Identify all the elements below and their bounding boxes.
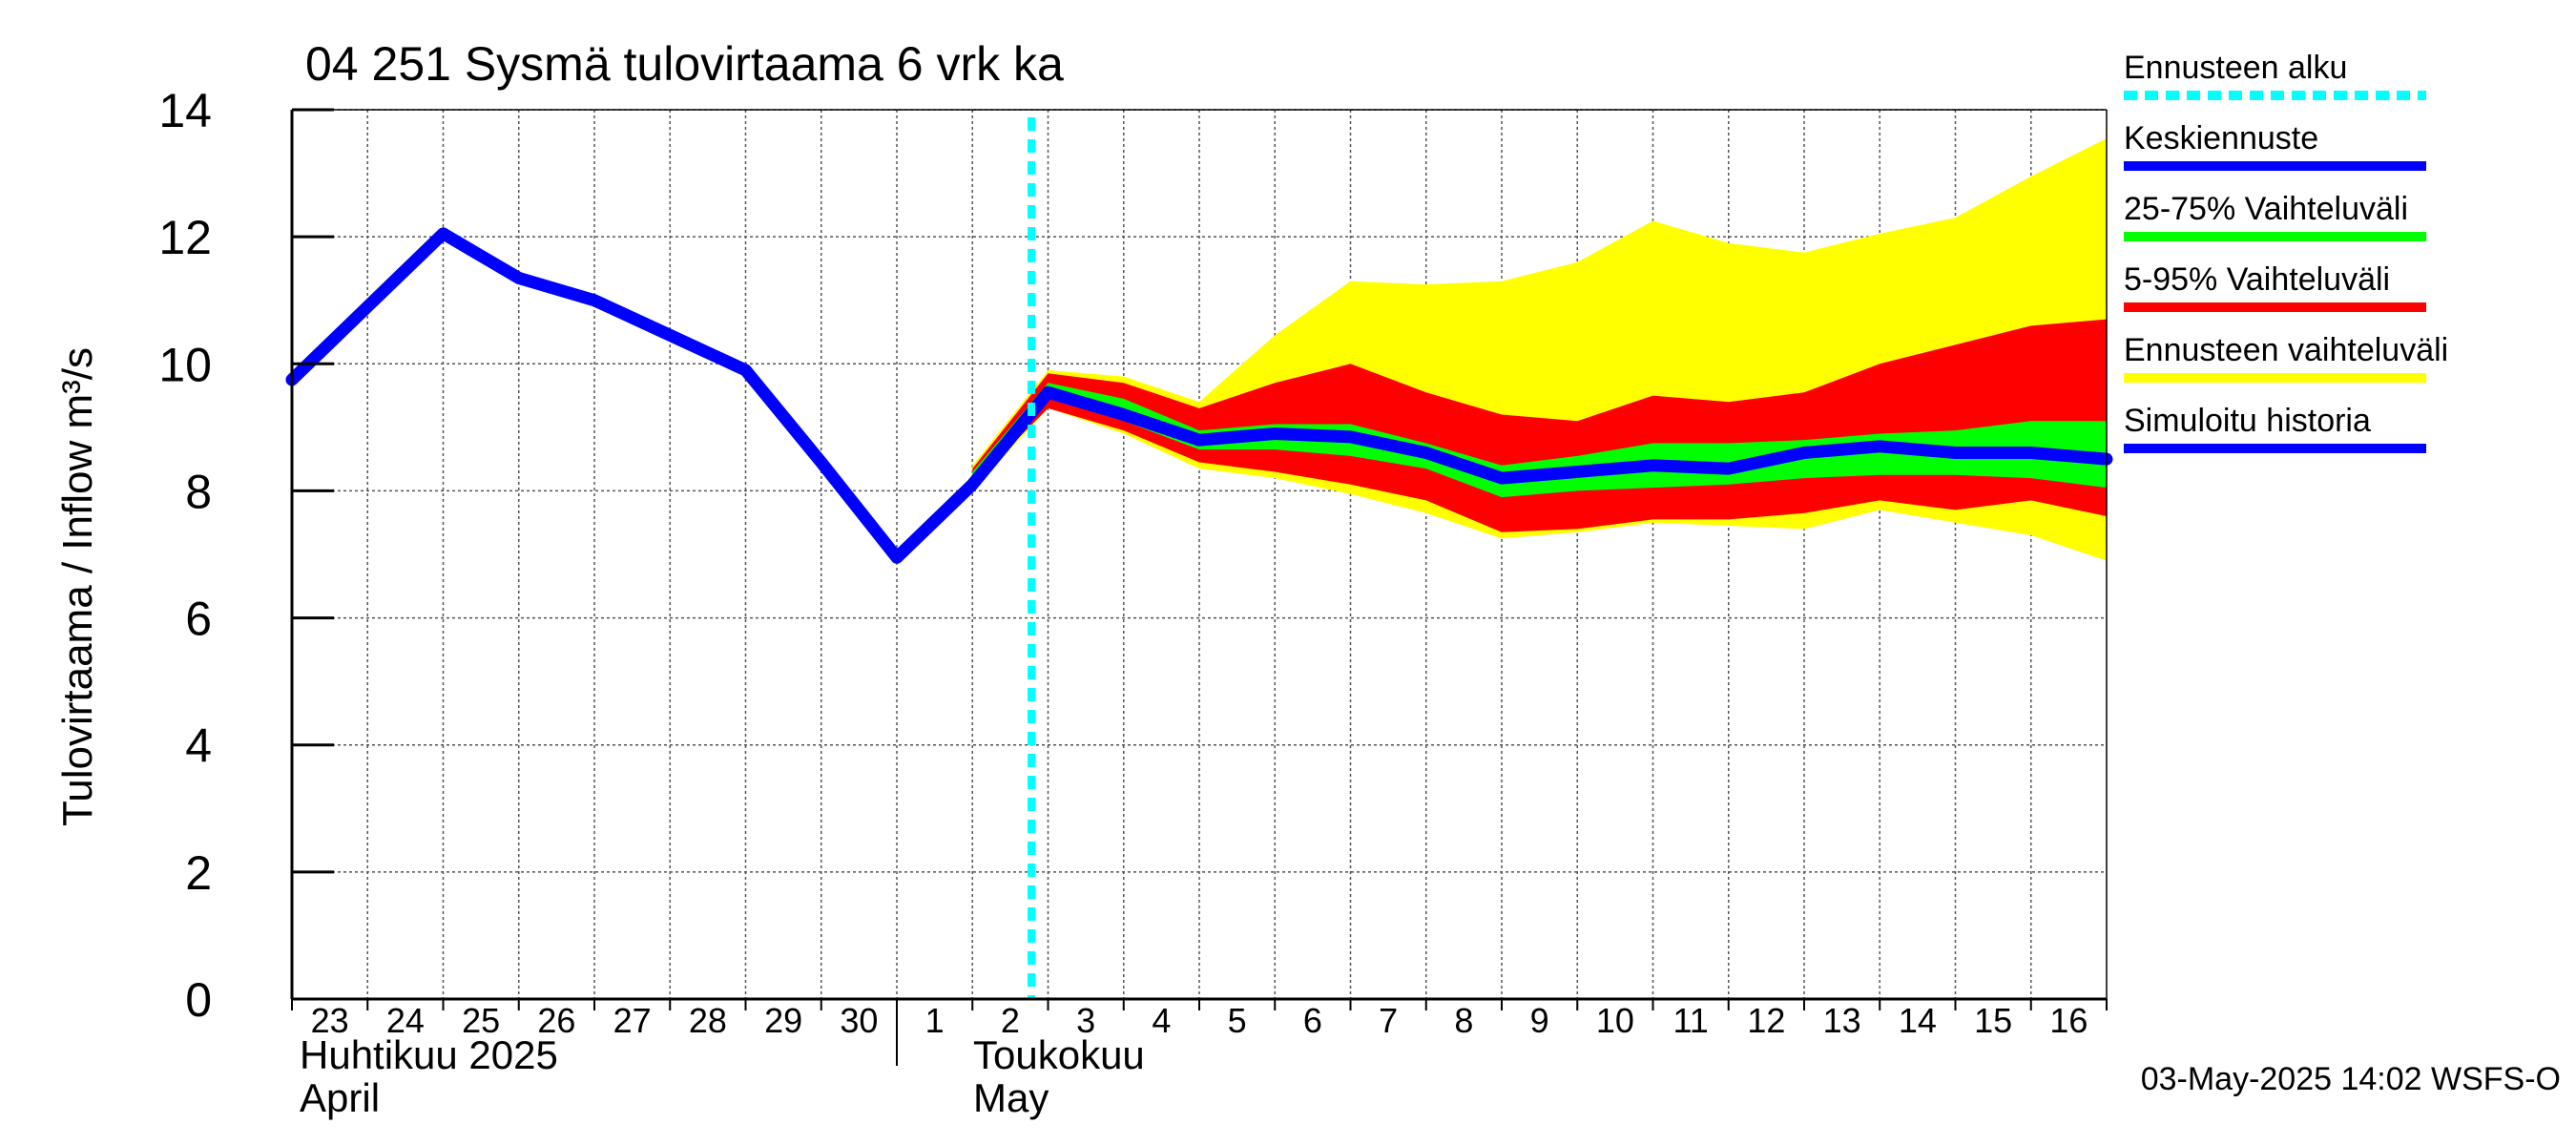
data-point — [593, 299, 595, 302]
data-point — [2029, 451, 2032, 454]
y-tick-label: 4 — [185, 719, 212, 773]
x-tick-label: 29 — [764, 1001, 802, 1040]
data-point — [1349, 435, 1352, 438]
x-tick-label: 2 — [1001, 1001, 1020, 1040]
y-tick-label: 6 — [185, 593, 212, 646]
data-point — [1274, 432, 1277, 435]
data-point — [1424, 451, 1427, 454]
y-tick-label: 12 — [158, 211, 212, 264]
x-tick-label: 23 — [311, 1001, 349, 1040]
data-point — [1198, 439, 1200, 442]
data-point — [820, 461, 822, 464]
month-label: Toukokuu — [973, 1032, 1145, 1077]
x-tick-label: 10 — [1596, 1001, 1634, 1040]
line-layer — [285, 117, 2113, 999]
x-tick-label: 11 — [1672, 1001, 1708, 1040]
data-point — [1122, 413, 1125, 416]
y-tick-label: 8 — [185, 465, 212, 518]
data-point — [1047, 391, 1049, 394]
data-point — [1652, 464, 1654, 467]
x-tick-label: 28 — [689, 1001, 727, 1040]
legend-layer: Ennusteen alku Keskiennuste 25-75% Vaihtel… — [2124, 50, 2448, 453]
band-5-95-vaihteluv-li — [972, 319, 2107, 532]
timestamp: 03-May-2025 14:02 WSFS-O — [2141, 1061, 2561, 1097]
x-tick-label: 30 — [840, 1001, 878, 1040]
legend-label: Simuloitu historia — [2124, 403, 2371, 439]
legend-label: Keskiennuste — [2124, 120, 2318, 156]
x-tick-label: 27 — [613, 1001, 652, 1040]
month-label: Huhtikuu 2025 — [300, 1032, 558, 1077]
x-tick-label: 26 — [537, 1001, 575, 1040]
data-point — [669, 334, 672, 337]
month-label-en: April — [300, 1075, 380, 1120]
chart-title: 04 251 Sysmä tulovirtaama 6 vrk ka — [305, 37, 1064, 91]
legend-label: Ennusteen alku — [2124, 50, 2347, 86]
y-tick-label: 10 — [158, 338, 212, 391]
y-tick-label: 14 — [158, 84, 212, 137]
data-point — [517, 277, 520, 280]
x-tick-label: 13 — [1823, 1001, 1861, 1040]
month-label-en: May — [973, 1075, 1049, 1120]
data-point — [442, 232, 445, 235]
y-tick-label: 2 — [185, 846, 212, 900]
x-tick-label: 6 — [1303, 1001, 1322, 1040]
x-tick-label: 3 — [1076, 1001, 1095, 1040]
x-tick-label: 1 — [925, 1001, 945, 1040]
legend-label: 25-75% Vaihteluväli — [2124, 191, 2408, 227]
x-tick-label: 7 — [1379, 1001, 1398, 1040]
x-tick-label: 4 — [1152, 1001, 1171, 1040]
x-tick-label: 25 — [462, 1001, 500, 1040]
data-point — [1879, 445, 1881, 448]
data-point — [366, 305, 369, 308]
band-25-75-vaihteluv-li — [972, 383, 2107, 498]
legend-label: Ennusteen vaihteluväli — [2124, 332, 2448, 368]
data-point — [971, 483, 974, 486]
data-point — [1727, 468, 1730, 470]
data-point — [1954, 451, 1957, 454]
legend-label: 5-95% Vaihteluväli — [2124, 261, 2390, 298]
x-tick-label: 8 — [1454, 1001, 1473, 1040]
y-tick-label: 0 — [185, 973, 212, 1027]
x-tick-label: 9 — [1530, 1001, 1549, 1040]
data-point — [744, 368, 747, 371]
x-tick-label: 15 — [1974, 1001, 2012, 1040]
data-point — [1576, 470, 1579, 473]
data-point — [1803, 451, 1805, 454]
data-point — [896, 556, 898, 559]
x-tick-label: 24 — [386, 1001, 425, 1040]
x-tick-label: 12 — [1747, 1001, 1785, 1040]
x-tick-label: 5 — [1228, 1001, 1247, 1040]
x-tick-label: 16 — [2049, 1001, 2088, 1040]
x-tick-label: 14 — [1899, 1001, 1937, 1040]
data-point — [1501, 477, 1503, 480]
y-axis-label: Tulovirtaama / Inflow m³/s — [54, 347, 101, 826]
